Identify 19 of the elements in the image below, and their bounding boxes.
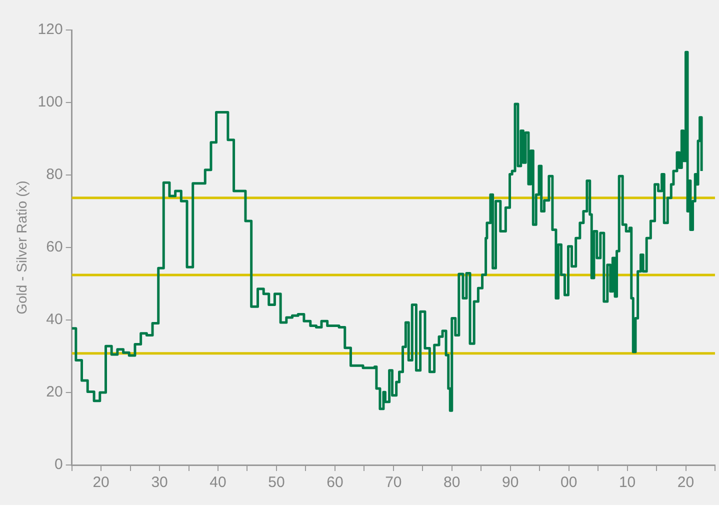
- y-tick-label: 0: [54, 456, 63, 474]
- y-tick-label: 20: [46, 384, 63, 401]
- y-axis-title: Gold - Silver Ratio (x): [13, 180, 30, 314]
- y-tick-label: 80: [46, 166, 63, 184]
- x-tick-label: 20: [677, 474, 694, 492]
- y-tick-label: 40: [46, 311, 63, 328]
- y-tick-label: 120: [38, 21, 63, 38]
- x-tick-label: 40: [210, 474, 226, 492]
- x-tick-label: 20: [92, 474, 110, 492]
- x-tick-label: 00: [560, 474, 578, 492]
- y-tick-label: 100: [38, 94, 63, 111]
- x-tick-label: 30: [151, 474, 168, 492]
- x-tick-label: 10: [618, 474, 636, 492]
- x-tick-label: 60: [326, 474, 344, 492]
- x-tick-label: 50: [268, 474, 285, 492]
- x-tick-label: 80: [444, 474, 460, 492]
- x-tick-label: 90: [502, 474, 519, 492]
- x-tick-label: 70: [385, 474, 402, 492]
- y-tick-label: 60: [46, 238, 63, 256]
